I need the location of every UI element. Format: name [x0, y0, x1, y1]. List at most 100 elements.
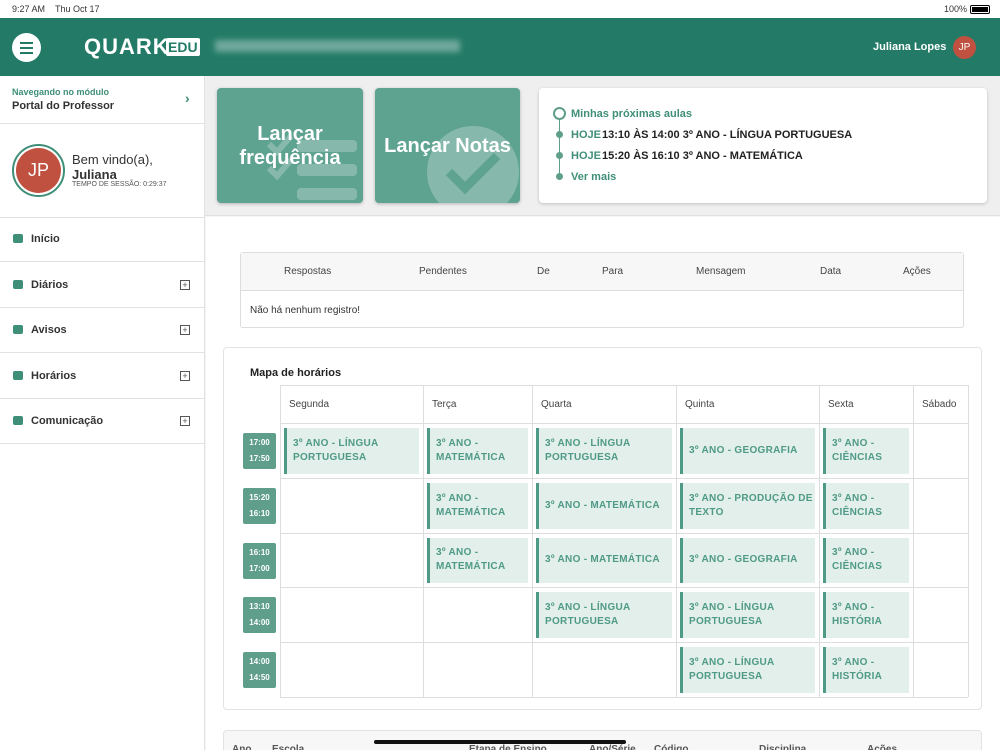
lesson-day: HOJE [571, 129, 601, 141]
menu-label[interactable]: Horários [31, 369, 77, 382]
class-block[interactable]: 3º ANO - LÍNGUA PORTUGUESA [284, 428, 419, 474]
grid-line [968, 385, 969, 697]
grid-line [280, 697, 968, 698]
card-title[interactable]: Lançar frequência [239, 123, 341, 169]
schedule-title: Mapa de horários [250, 367, 342, 379]
day-header: Terça [432, 399, 457, 410]
class-block[interactable]: 3º ANO - PRODUÇÃO DE TEXTO [680, 482, 815, 529]
user-name[interactable]: Juliana Lopes [873, 41, 947, 53]
battery-text: 100% [944, 4, 968, 14]
expand-icon[interactable]: + [180, 325, 190, 335]
class-block[interactable]: 3º ANO - CIÊNCIAS [823, 428, 909, 474]
menu-button[interactable] [12, 33, 41, 62]
next-lessons: Minhas próximas aulas HOJE 13:10 ÀS 14:0… [539, 88, 987, 203]
attendance-card[interactable]: Lançar frequência [217, 88, 363, 203]
class-block[interactable]: 3º ANO - MATEMÁTICA [427, 428, 528, 474]
class-block[interactable]: 3º ANO - LÍNGUA PORTUGUESA [536, 592, 672, 639]
class-block[interactable]: 3º ANO - MATEMÁTICA [536, 537, 672, 584]
time: 9:27 AM [12, 4, 46, 14]
status-bar: 9:27 AM Thu Oct 17 100% [0, 0, 1000, 18]
menu-label[interactable]: Comunicação [31, 415, 104, 427]
class-block[interactable]: 3º ANO - GEOGRAFIA [680, 537, 815, 584]
menu-item[interactable]: Diários + [0, 263, 205, 308]
logo: QUARK [84, 34, 170, 59]
expand-icon[interactable]: + [180, 416, 190, 426]
grid-line [676, 385, 677, 697]
user-avatar[interactable]: JP [953, 36, 976, 59]
next-lessons-title: Minhas próximas aulas [571, 108, 693, 120]
see-more[interactable]: Ver mais [571, 171, 617, 183]
grid-line [280, 385, 968, 386]
start-time: 16:10 [249, 547, 270, 557]
menu-icon [13, 370, 23, 380]
menu-icon [13, 234, 23, 243]
card-icon [267, 134, 357, 200]
class-block[interactable]: 3º ANO - GEOGRAFIA [680, 428, 815, 474]
class-block[interactable]: 3º ANO - HISTÓRIA [823, 592, 909, 639]
class-block[interactable]: 3º ANO - CIÊNCIAS [823, 482, 909, 529]
day-header: Sábado [922, 399, 957, 410]
start-time: 13:10 [249, 602, 270, 612]
column-header: Ano/Série [589, 744, 636, 750]
time-slot: 16:10 17:00 [243, 542, 276, 579]
avatar: JP [16, 148, 61, 193]
class-block[interactable]: 3º ANO - MATEMÁTICA [427, 537, 528, 584]
end-time: 17:00 [249, 563, 270, 573]
card-icon [427, 126, 519, 203]
user-first-name: Juliana [72, 167, 117, 182]
column-header: Etapa de Ensino [469, 744, 547, 750]
time-slot: 13:10 14:00 [243, 597, 276, 634]
menu-item[interactable]: Avisos + [0, 308, 205, 353]
battery-icon [970, 5, 990, 14]
menu-item[interactable]: Comunicação + [0, 399, 205, 444]
grades-card[interactable]: Lançar Notas [375, 88, 520, 203]
date: Thu Oct 17 [55, 4, 100, 14]
menu: Início Diários + Avisos + Horários + Comunicaçã… [0, 217, 205, 447]
grid-line [280, 423, 968, 424]
expand-icon[interactable]: + [180, 279, 190, 290]
column-header: Pendentes [419, 266, 467, 277]
grid-line [913, 385, 914, 697]
end-time: 14:00 [249, 618, 270, 628]
module-label: Navegando no módulo [12, 87, 110, 97]
class-block[interactable]: 3º ANO - LÍNGUA PORTUGUESA [680, 592, 815, 639]
avatar-ring: JP [12, 144, 65, 197]
start-time: 17:00 [249, 438, 270, 447]
start-time: 14:00 [249, 657, 270, 667]
class-block[interactable]: 3º ANO - LÍNGUA PORTUGUESA [536, 428, 672, 474]
class-block[interactable]: 3º ANO - CIÊNCIAS [823, 537, 909, 584]
day-header: Sexta [828, 399, 854, 410]
card-title[interactable]: Lançar Notas [384, 135, 511, 157]
class-block[interactable]: 3º ANO - HISTÓRIA [823, 647, 909, 693]
chevron[interactable]: › [185, 90, 190, 106]
menu-label[interactable]: Diários [31, 278, 69, 291]
grid-line [280, 642, 968, 644]
end-time: 16:10 [249, 508, 270, 518]
expand-icon[interactable]: + [180, 370, 190, 381]
column-header: Código [654, 744, 689, 750]
class-block[interactable]: 3º ANO - LÍNGUA PORTUGUESA [680, 647, 815, 693]
column-header: Respostas [284, 266, 332, 277]
logo-badge: EDU [166, 38, 200, 56]
grid-line [280, 587, 968, 589]
class-block[interactable]: 3º ANO - MATEMÁTICA [536, 482, 672, 529]
column-header: Mensagem [696, 266, 746, 277]
grid-line [819, 385, 820, 697]
module-name[interactable]: Portal do Professor [12, 100, 115, 112]
column-header: Ações [903, 266, 931, 277]
day-header: Segunda [289, 399, 330, 410]
time-slot: 15:20 16:10 [243, 487, 276, 524]
day-header: Quarta [541, 399, 572, 410]
sidebar: Navegando no módulo Portal do Professor … [0, 76, 205, 750]
column-header: Ano [232, 744, 252, 750]
menu-label[interactable]: Avisos [31, 324, 67, 336]
grid-line [532, 385, 533, 697]
menu-item[interactable]: Início [0, 217, 205, 262]
menu-item[interactable]: Horários + [0, 354, 205, 399]
menu-label[interactable]: Início [31, 233, 60, 245]
class-block[interactable]: 3º ANO - MATEMÁTICA [427, 482, 528, 529]
start-time: 15:20 [249, 492, 270, 502]
column-header: Escola [272, 744, 305, 750]
column-header: Data [820, 266, 842, 277]
welcome: Bem vindo(a), [72, 152, 153, 167]
